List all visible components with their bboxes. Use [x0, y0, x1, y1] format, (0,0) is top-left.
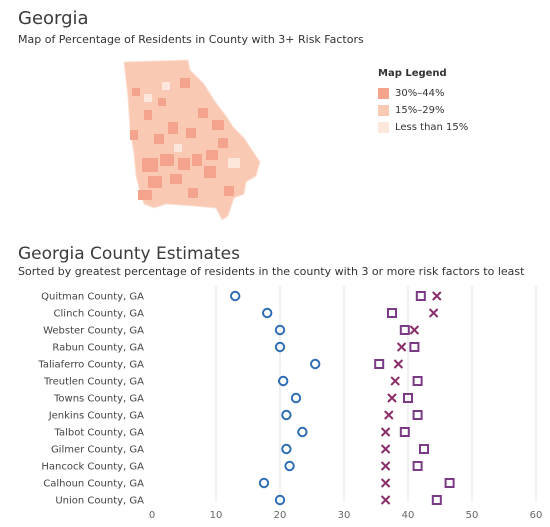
x-marker — [384, 410, 394, 420]
x-marker — [380, 444, 391, 454]
x-tick-label: 50 — [466, 510, 479, 521]
square-marker — [387, 308, 397, 318]
square-marker — [444, 478, 455, 488]
georgia-map[interactable] — [118, 58, 268, 223]
x-tick-label: 0 — [149, 510, 155, 521]
county-label: Talbot County, GA — [54, 428, 145, 439]
square-marker — [415, 291, 426, 301]
county-label: Taliaferro County, GA — [37, 360, 144, 371]
x-marker — [380, 478, 391, 488]
x-tick-label: 30 — [338, 510, 351, 521]
square-marker — [431, 495, 442, 505]
estimates-title: Georgia County Estimates — [18, 244, 240, 264]
legend-title: Map Legend — [378, 68, 447, 79]
x-marker — [393, 359, 404, 369]
legend-item[interactable]: 15%–29% — [378, 102, 468, 119]
county-scatter-chart[interactable]: 0 10 20 30 40 50 60 Quitman County, GA Clinch Co… — [0, 282, 550, 527]
square-marker — [409, 342, 420, 352]
circle-marker — [281, 409, 292, 421]
x-tick-label: 10 — [210, 510, 223, 521]
square-marker — [412, 410, 423, 420]
county-label: Treutlen County, GA — [43, 377, 144, 388]
square-marker — [403, 393, 413, 403]
legend-label: 15%–29% — [395, 105, 445, 116]
county-label: Gilmer County, GA — [51, 445, 144, 456]
county-label: Quitman County, GA — [41, 292, 144, 303]
circle-marker — [274, 341, 286, 353]
x-marker — [380, 427, 391, 437]
low-risk-counties — [144, 82, 240, 168]
circle-marker — [310, 358, 321, 370]
county-label: Calhoun County, GA — [43, 479, 144, 490]
high-risk-counties — [130, 78, 234, 200]
circle-marker — [281, 443, 292, 455]
square-marker — [419, 444, 429, 454]
county-label: Rabun County, GA — [52, 343, 144, 354]
county-label: Jenkins County, GA — [48, 411, 144, 422]
legend-swatch — [378, 88, 389, 99]
map-subtitle: Map of Percentage of Residents in County… — [18, 33, 364, 46]
circle-marker — [290, 392, 302, 404]
square-marker — [412, 461, 423, 471]
legend-item[interactable]: 30%–44% — [378, 85, 468, 102]
x-tick-label: 20 — [274, 510, 287, 521]
x-marker — [387, 393, 397, 403]
circle-marker — [230, 290, 241, 302]
circle-marker — [278, 375, 289, 387]
county-label: Webster County, GA — [43, 326, 144, 337]
square-marker — [412, 376, 423, 386]
circle-marker — [284, 460, 295, 472]
county-label: Towns County, GA — [53, 394, 144, 405]
x-marker — [409, 325, 420, 335]
circle-marker — [274, 494, 286, 506]
x-marker — [380, 461, 391, 471]
x-tick-label: 60 — [530, 510, 543, 521]
legend-label: 30%–44% — [395, 88, 445, 99]
x-marker — [380, 495, 391, 505]
legend-label: Less than 15% — [395, 122, 469, 133]
county-label: Union County, GA — [55, 496, 144, 507]
legend-item[interactable]: Less than 15% — [378, 119, 468, 136]
x-marker — [432, 291, 442, 301]
x-marker — [390, 376, 400, 386]
square-marker — [399, 325, 410, 335]
map-title: Georgia — [18, 8, 89, 29]
county-label: Hancock County, GA — [41, 462, 144, 473]
x-tick-label: 40 — [402, 510, 415, 521]
square-marker — [374, 359, 385, 369]
circle-marker — [274, 324, 286, 336]
map-legend: Map Legend 30%–44% 15%–29% Less than 15% — [378, 68, 468, 136]
x-marker — [428, 308, 439, 318]
circle-marker — [258, 477, 270, 489]
square-marker — [399, 427, 410, 437]
legend-swatch — [378, 105, 389, 116]
legend-swatch — [378, 122, 389, 133]
circle-marker — [262, 307, 273, 319]
x-marker — [396, 342, 407, 352]
circle-marker — [297, 426, 308, 438]
county-label: Clinch County, GA — [54, 309, 145, 320]
estimates-subtitle: Sorted by greatest percentage of residen… — [18, 265, 525, 278]
